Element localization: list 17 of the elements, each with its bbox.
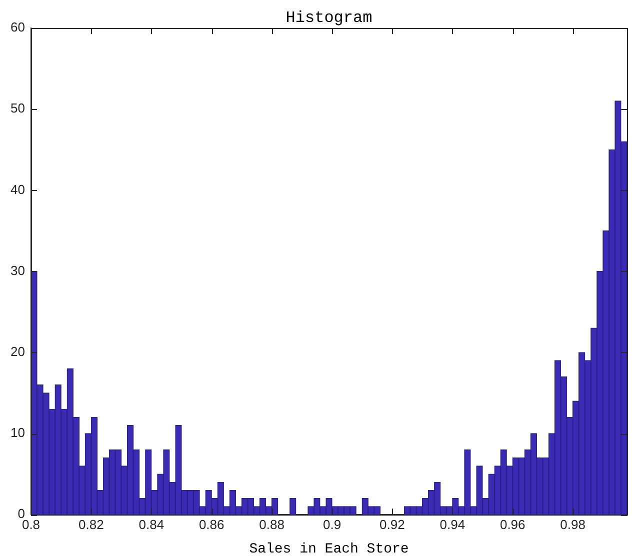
y-tick-label: 50: [10, 100, 25, 116]
x-tick-label: 0.98: [560, 516, 586, 532]
x-tick-label: 0.82: [78, 516, 104, 532]
x-tick-label: 0.84: [138, 516, 164, 532]
x-tick-label: 0.86: [198, 516, 224, 532]
x-tick-label: 0.88: [259, 516, 284, 532]
x-tick-label: 0.9: [322, 516, 342, 532]
x-tick-label: 0.92: [380, 516, 405, 532]
y-tick-label: 30: [10, 262, 25, 278]
x-tick-label: 0.94: [440, 516, 466, 532]
y-tick-label: 20: [10, 344, 25, 359]
chart-title: Histogram: [286, 9, 372, 28]
x-tick-label: 0.96: [500, 516, 526, 532]
y-tick-label: 40: [10, 182, 25, 197]
y-tick-label: 10: [10, 425, 25, 440]
x-axis-title: Sales in Each Store: [249, 541, 409, 557]
y-tick-label: 60: [10, 20, 25, 35]
